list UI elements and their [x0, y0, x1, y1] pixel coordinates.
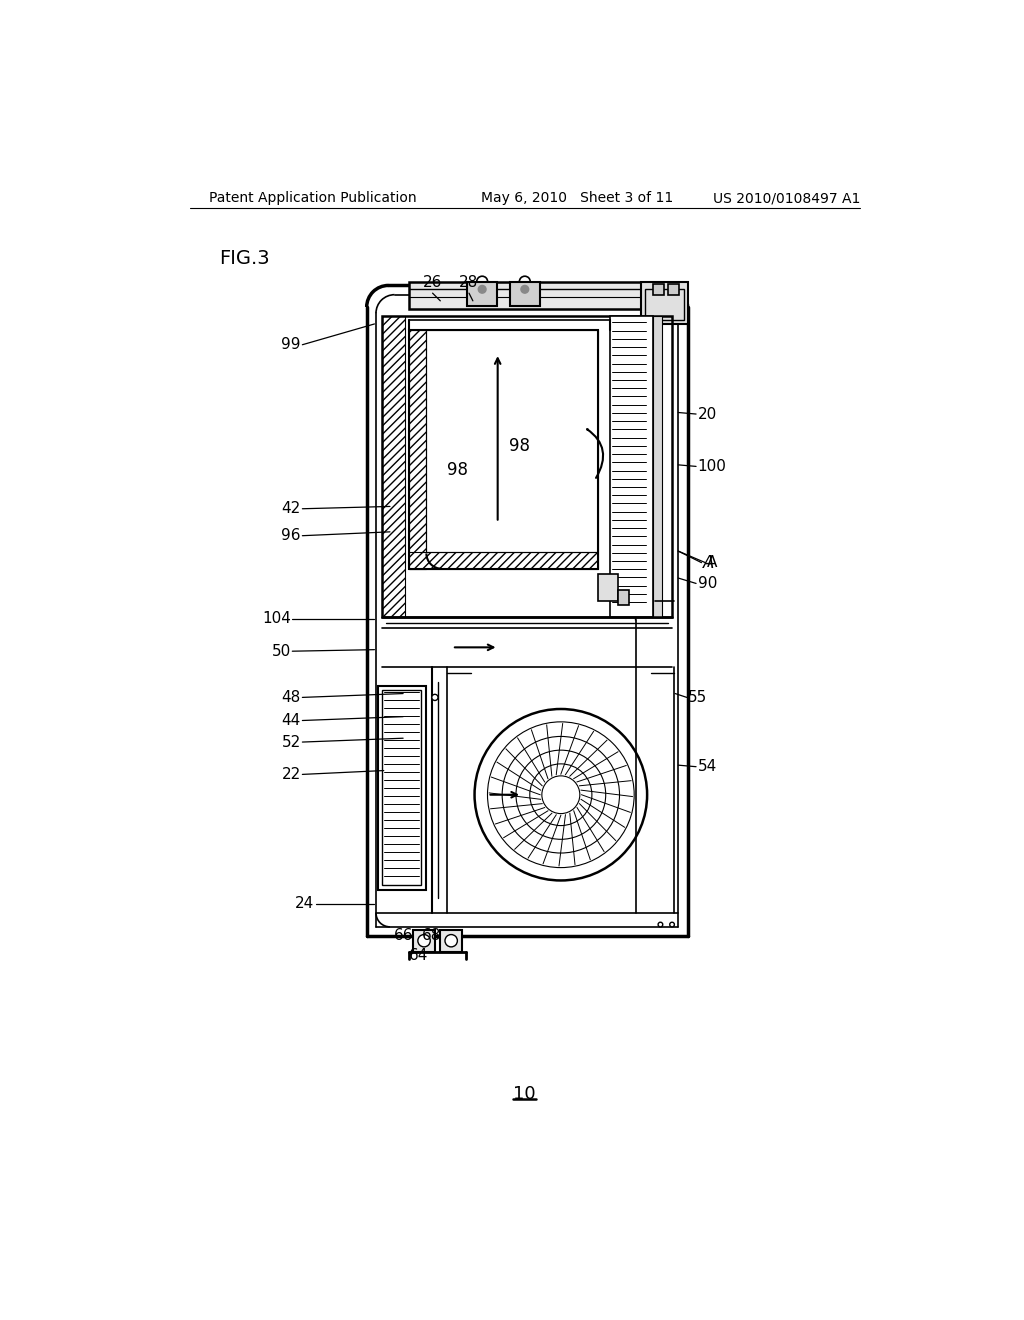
- Text: 54: 54: [697, 759, 717, 775]
- Text: 55: 55: [688, 690, 708, 705]
- Text: 10: 10: [513, 1085, 537, 1104]
- Bar: [467, 281, 497, 306]
- Bar: [414, 929, 435, 952]
- Bar: [382, 317, 672, 616]
- Circle shape: [432, 694, 438, 701]
- Circle shape: [445, 935, 458, 946]
- Bar: [598, 574, 617, 601]
- Text: 42: 42: [282, 502, 301, 516]
- Text: 48: 48: [282, 690, 301, 705]
- Text: 50: 50: [271, 644, 291, 659]
- Text: 96: 96: [282, 528, 301, 544]
- Text: A: A: [707, 556, 717, 570]
- Bar: [641, 281, 687, 323]
- Bar: [382, 317, 406, 616]
- Text: 99: 99: [282, 337, 301, 352]
- Text: 104: 104: [262, 611, 291, 627]
- Text: 22: 22: [282, 767, 301, 781]
- Bar: [426, 330, 598, 552]
- Bar: [382, 690, 421, 886]
- Bar: [410, 552, 598, 569]
- Circle shape: [418, 935, 430, 946]
- Bar: [652, 317, 662, 616]
- Text: 100: 100: [697, 459, 726, 474]
- Circle shape: [670, 923, 675, 927]
- Text: 24: 24: [295, 896, 314, 911]
- Bar: [610, 317, 652, 616]
- Circle shape: [521, 285, 528, 293]
- Bar: [410, 330, 426, 569]
- Text: 66: 66: [394, 928, 414, 944]
- Bar: [378, 686, 426, 890]
- Bar: [617, 590, 630, 605]
- Bar: [440, 929, 462, 952]
- Bar: [510, 281, 540, 306]
- Bar: [410, 330, 598, 569]
- Circle shape: [658, 923, 663, 927]
- Text: Patent Application Publication: Patent Application Publication: [209, 191, 417, 206]
- Text: 20: 20: [697, 407, 717, 421]
- Text: A: A: [703, 553, 715, 572]
- Text: FIG.3: FIG.3: [219, 249, 270, 268]
- Text: May 6, 2010   Sheet 3 of 11: May 6, 2010 Sheet 3 of 11: [480, 191, 673, 206]
- Bar: [669, 284, 679, 294]
- Bar: [645, 289, 684, 321]
- Text: 98: 98: [447, 461, 468, 479]
- Text: 28: 28: [460, 275, 478, 290]
- Text: 98: 98: [509, 437, 530, 454]
- Text: 26: 26: [423, 275, 442, 290]
- Text: 64: 64: [409, 948, 428, 962]
- FancyArrowPatch shape: [587, 429, 603, 478]
- Bar: [410, 281, 645, 309]
- Text: 90: 90: [697, 576, 717, 591]
- Text: 68: 68: [422, 928, 441, 944]
- Text: US 2010/0108497 A1: US 2010/0108497 A1: [713, 191, 860, 206]
- Circle shape: [478, 285, 486, 293]
- Text: 52: 52: [282, 734, 301, 750]
- Bar: [652, 284, 664, 294]
- Text: 44: 44: [282, 713, 301, 729]
